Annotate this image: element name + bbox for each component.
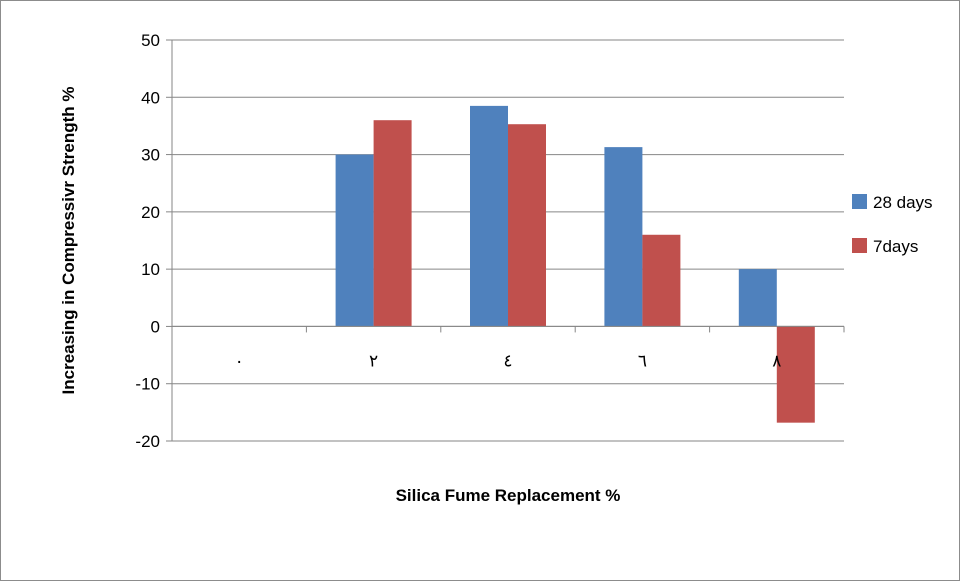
x-axis-title: Silica Fume Replacement %	[396, 486, 621, 505]
bar-28-days-4	[738, 269, 777, 327]
legend-swatch	[852, 238, 867, 253]
legend-label: 7days	[873, 237, 918, 256]
y-tick-label: 40	[141, 88, 160, 107]
bars	[335, 105, 815, 423]
y-tick-label: 20	[141, 203, 160, 222]
legend: 28 days 7days	[852, 193, 933, 256]
bar-7days-1	[373, 120, 412, 327]
category-label: ٠	[235, 351, 244, 371]
y-axis-title: Increasing in Compressivr Strength %	[59, 87, 78, 395]
bar-7days-3	[642, 234, 681, 327]
axes	[166, 39, 845, 442]
category-label: ٨	[772, 351, 781, 371]
category-label: ٤	[503, 351, 512, 371]
bar-28-days-1	[335, 154, 374, 327]
y-tick-label: 10	[141, 260, 160, 279]
y-tick-label: 50	[141, 31, 160, 50]
category-label: ٢	[369, 351, 378, 371]
y-tick-label: 30	[141, 146, 160, 165]
legend-label: 28 days	[873, 193, 933, 212]
bar-7days-2	[508, 124, 546, 327]
category-label: ٦	[638, 351, 647, 371]
bar-28-days-3	[604, 147, 643, 327]
y-tick-label: 0	[151, 317, 160, 336]
bar-7days-4	[776, 326, 815, 423]
y-tick-label: -20	[135, 432, 160, 451]
bar-28-days-2	[470, 105, 508, 327]
legend-swatch	[852, 194, 867, 209]
y-tick-label: -10	[135, 375, 160, 394]
labels: -20 -10 0 10 20 30 40 50 ٠ ٢ ٤ ٦ ٨	[135, 31, 781, 451]
